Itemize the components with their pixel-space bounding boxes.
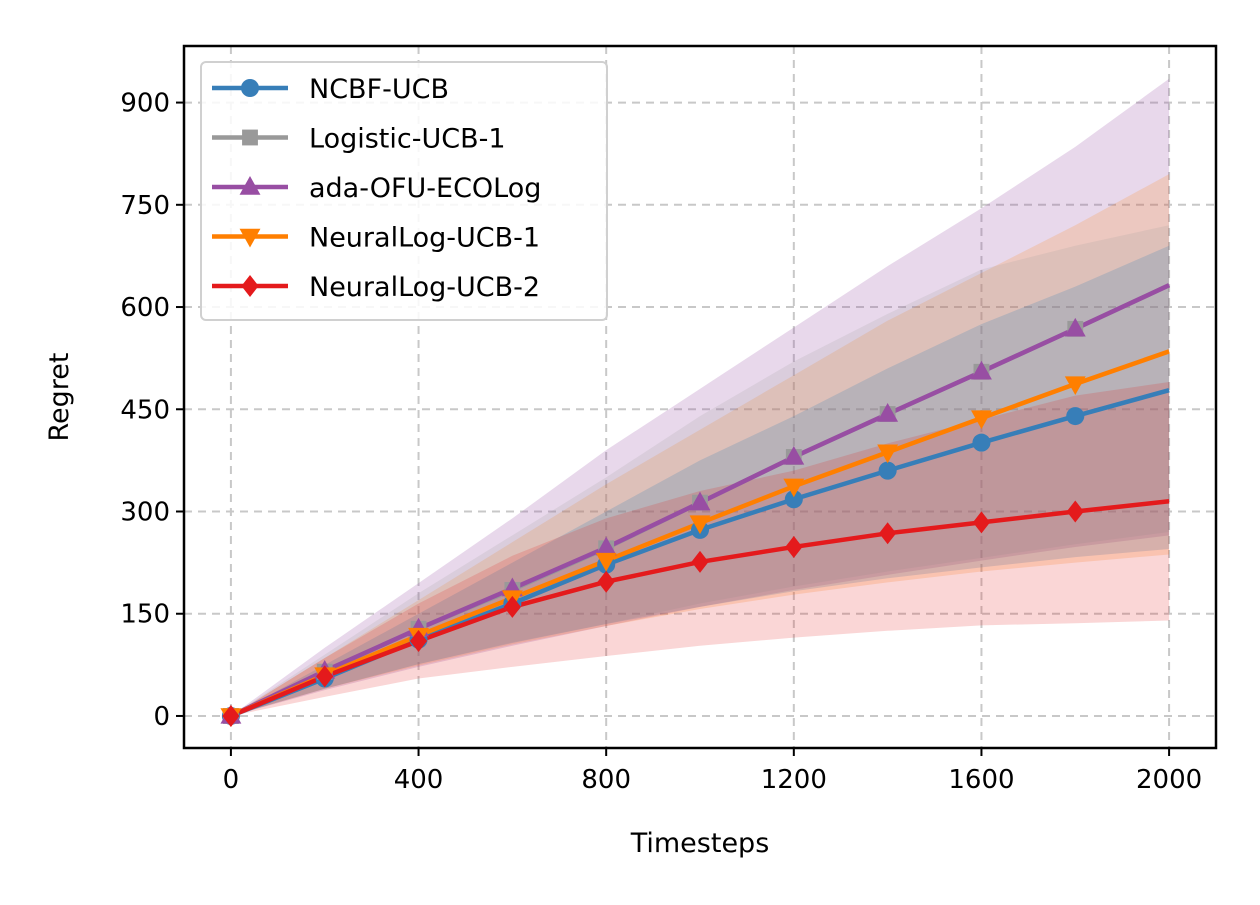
y-tick-label: 600 [120,293,170,323]
legend-marker-ncbf-ucb [240,78,260,98]
x-tick-label: 1600 [948,765,1014,795]
legend-marker-neurallog-ucb-1 [239,228,261,248]
legend-marker-logistic-ucb-1 [242,129,258,146]
marker-neurallog-ucb-2-8 [972,511,991,534]
band-logistic-ucb-1 [230,225,1170,716]
y-tick-label: 300 [120,498,170,528]
marker-neurallog-ucb-1-9 [1064,376,1086,396]
x-tick-label: 400 [394,765,444,795]
marker-neurallog-ucb-2-1 [316,665,334,688]
legend-label-ncbf-ucb: NCBF-UCB [309,74,449,105]
legend-label-ada-ofu-ecolog: ada-OFU-ECOLog [309,173,541,204]
y-axis-label: Regret [44,352,75,441]
marker-ncbf-ucb-6 [784,490,803,509]
marker-neurallog-ucb-2-9 [1066,500,1084,523]
marker-neurallog-ucb-2-2 [409,629,428,652]
marker-ncbf-ucb-7 [878,461,897,480]
axis-ticks: 0 400 800 1200 1600 2000 0 150 300 450 600 750 900 [120,89,1202,795]
plot-frame [182,44,1218,750]
legend-label-logistic-ucb-1: Logistic-UCB-1 [309,124,506,155]
legend: NCBF-UCB Logistic-UCB-1 ada-OFU-ECOLog Neur… [200,61,608,321]
legend-marker-neurallog-ucb-2 [241,275,259,297]
marker-ada-ofu-ecolog-8 [971,360,992,380]
legend-label-neurallog-ucb-1: NeuralLog-UCB-1 [309,223,540,254]
marker-ncbf-ucb-8 [972,433,991,452]
marker-ada-ofu-ecolog-4 [595,536,617,556]
marker-neurallog-ucb-2-0 [222,704,240,727]
y-tick-label: 750 [120,191,170,221]
band-ada-ofu-ecolog [230,78,1170,716]
marker-neurallog-ucb-1-5 [689,515,711,535]
marker-neurallog-ucb-2-5 [691,550,709,573]
legend-box [200,61,608,321]
band-ncbf-ucb [230,245,1170,716]
x-tick-label: 800 [581,765,631,795]
y-tick-label: 450 [120,395,170,425]
marker-neurallog-ucb-1-8 [971,410,992,430]
marker-neurallog-ucb-2-6 [785,535,803,558]
marker-neurallog-ucb-2-7 [879,522,897,545]
band-neurallog-ucb-2 [230,382,1170,716]
legend-marker-ada-ofu-ecolog [239,176,261,195]
marker-ada-ofu-ecolog-6 [783,445,805,465]
marker-ada-ofu-ecolog-9 [1064,317,1086,337]
series-markers [220,317,1086,727]
marker-neurallog-ucb-2-4 [597,570,615,593]
marker-neurallog-ucb-1-4 [595,552,617,572]
marker-ada-ofu-ecolog-7 [877,403,899,422]
band-neurallog-ucb-1 [230,174,1170,716]
x-axis-label: Timesteps [630,828,770,859]
marker-ncbf-ucb-9 [1066,407,1085,426]
y-tick-label: 0 [153,702,170,732]
x-tick-label: 0 [223,765,240,795]
marker-neurallog-ucb-1-6 [783,478,805,498]
legend-label-neurallog-ucb-2: NeuralLog-UCB-2 [309,272,540,303]
x-tick-label: 2000 [1136,765,1202,795]
y-tick-label: 900 [120,89,170,119]
marker-ada-ofu-ecolog-5 [689,491,711,511]
marker-neurallog-ucb-2-3 [503,595,521,618]
y-tick-label: 150 [120,600,170,630]
confidence-bands [230,78,1170,716]
x-tick-label: 1200 [761,765,827,795]
marker-neurallog-ucb-1-7 [877,444,899,464]
